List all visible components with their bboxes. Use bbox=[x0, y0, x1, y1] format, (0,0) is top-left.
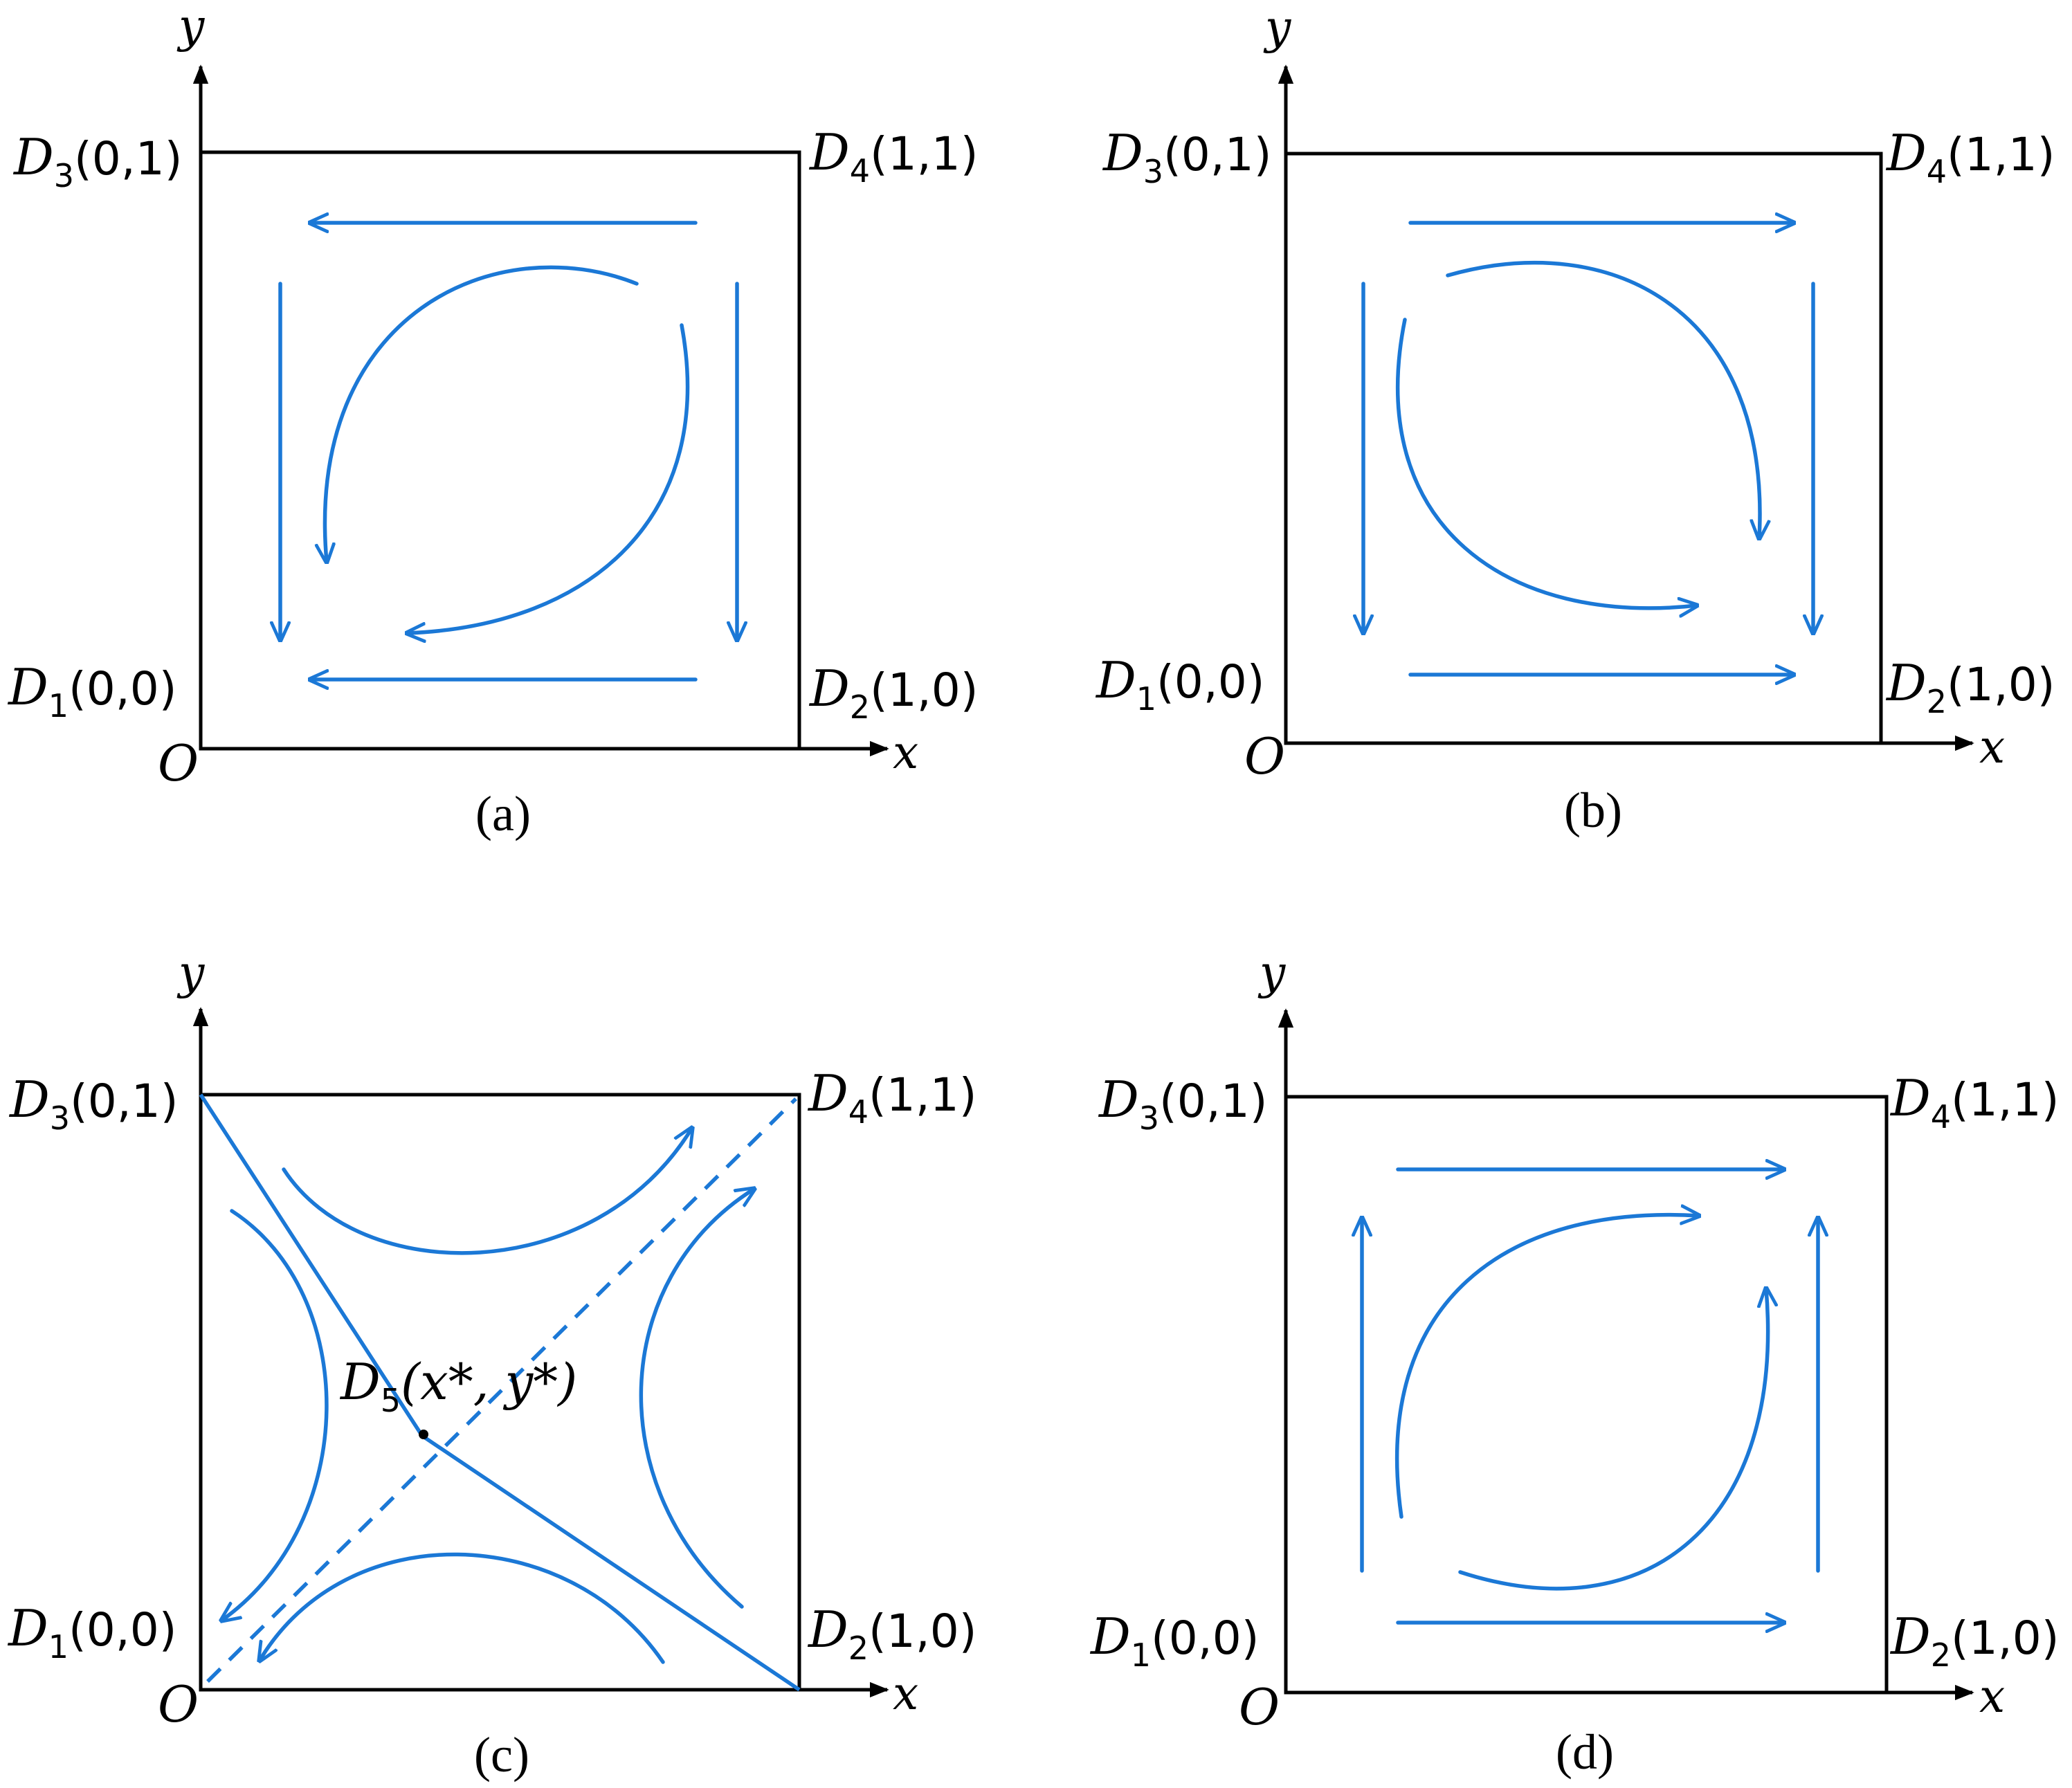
equilibrium-point-d5 bbox=[419, 1430, 428, 1439]
x-axis-label: x bbox=[1979, 720, 2005, 774]
point-label-d3: D3(0,1) bbox=[8, 1070, 178, 1137]
panel-d: y x O D3(0,1) D4(1,1) D1(0,0) D2(1,0) (d… bbox=[1089, 946, 2059, 1780]
flow-curve-upper bbox=[1446, 260, 1760, 538]
y-axis-label: y bbox=[1263, 1, 1291, 54]
panel-caption: (d) bbox=[1556, 1724, 1614, 1780]
y-axis-label: y bbox=[176, 0, 205, 53]
point-label-d4: D4(1,1) bbox=[1889, 1069, 2059, 1135]
trajectory-bottom bbox=[260, 1552, 665, 1662]
point-label-d3: D3(0,1) bbox=[1098, 1070, 1267, 1137]
x-axis-label: x bbox=[893, 726, 918, 779]
flow-curve-right bbox=[1458, 1288, 1768, 1591]
unit-square bbox=[199, 1093, 801, 1692]
point-label-d2: D2(1,0) bbox=[1889, 1607, 2059, 1674]
point-label-d2: D2(1,0) bbox=[1885, 654, 2055, 720]
panel-c: y x O D3(0,1) D4(1,1) D5(x*, y*) D1(0,0)… bbox=[7, 946, 976, 1782]
panel-caption: (c) bbox=[474, 1727, 529, 1782]
point-label-d3: D3(0,1) bbox=[12, 128, 182, 194]
point-label-d2: D2(1,0) bbox=[808, 659, 978, 726]
unstable-manifold bbox=[206, 1097, 797, 1683]
panel-b: y x O D3(0,1) D4(1,1) D1(0,0) D2(1,0) (b… bbox=[1095, 1, 2055, 838]
panel-caption: (b) bbox=[1564, 783, 1622, 838]
flow-curve-left bbox=[1394, 1215, 1699, 1519]
point-label-d5: D5(x*, y*) bbox=[339, 1353, 577, 1419]
point-label-d2: D2(1,0) bbox=[807, 1600, 976, 1667]
flow-curve-lower bbox=[407, 323, 690, 633]
origin-label: O bbox=[158, 734, 199, 792]
point-label-d4: D4(1,1) bbox=[808, 123, 978, 190]
origin-label: O bbox=[1244, 727, 1285, 785]
trajectory-right bbox=[639, 1189, 754, 1609]
trajectory-left bbox=[221, 1209, 329, 1621]
unit-square bbox=[199, 150, 801, 751]
point-label-d1: D1(0,0) bbox=[1089, 1607, 1259, 1674]
x-axis-label: x bbox=[893, 1667, 918, 1720]
point-label-d4: D4(1,1) bbox=[807, 1064, 976, 1131]
origin-label: O bbox=[158, 1675, 199, 1733]
point-label-d3: D3(0,1) bbox=[1102, 124, 1271, 190]
point-label-d1: D1(0,0) bbox=[1095, 651, 1264, 718]
panel-a: y x O D3(0,1) D4(1,1) D1(0,0) D2(1,0) (a… bbox=[7, 0, 978, 841]
unit-square bbox=[1284, 152, 1883, 745]
point-label-d1: D1(0,0) bbox=[7, 1599, 176, 1666]
flow-curve-lower bbox=[1396, 318, 1697, 608]
x-axis-label: x bbox=[1979, 1670, 2005, 1723]
origin-label: O bbox=[1239, 1678, 1280, 1736]
y-axis-label: y bbox=[176, 946, 205, 999]
panel-caption: (a) bbox=[475, 786, 531, 841]
unit-square bbox=[1284, 1095, 1889, 1695]
point-label-d1: D1(0,0) bbox=[7, 658, 176, 724]
trajectory-top bbox=[282, 1128, 692, 1255]
y-axis-label: y bbox=[1257, 946, 1286, 999]
point-label-d4: D4(1,1) bbox=[1885, 124, 2055, 190]
flow-curve-upper bbox=[325, 265, 639, 562]
